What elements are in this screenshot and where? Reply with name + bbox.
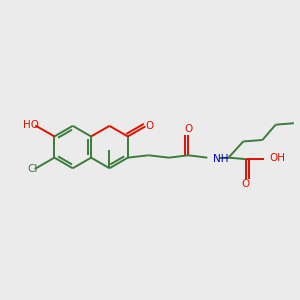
Text: OH: OH xyxy=(269,153,285,163)
Text: HO: HO xyxy=(23,120,40,130)
Text: Cl: Cl xyxy=(27,164,38,174)
Text: O: O xyxy=(242,179,250,190)
Text: O: O xyxy=(184,124,192,134)
Text: O: O xyxy=(146,122,154,131)
Text: NH: NH xyxy=(213,154,229,164)
